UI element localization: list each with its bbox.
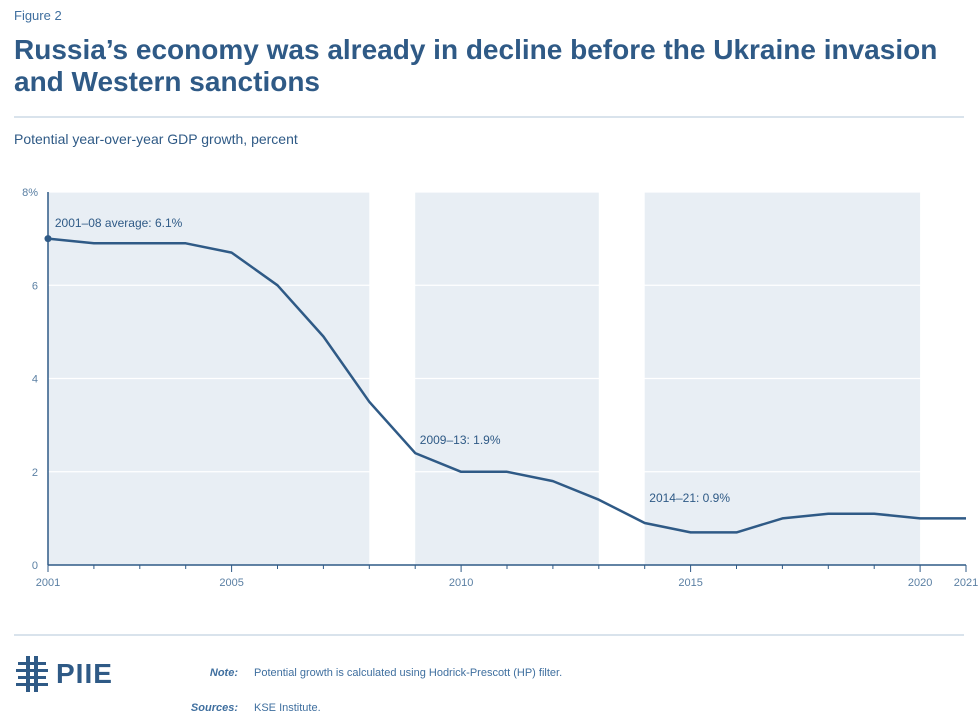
footer-divider [14,634,964,636]
series-lines [44,235,966,534]
piie-logo-icon [16,656,48,692]
annotations: 2001–08 average: 6.1% 2009–13: 1.9% 2014–2… [55,216,730,505]
annotation-1: 2001–08 average: 6.1% [55,216,183,230]
y-tick-label: 8% [22,187,38,199]
y-tick-label: 0 [32,560,38,572]
note-label: Note: [209,667,238,679]
x-tick-label: 2010 [449,577,473,589]
y-tick-label: 2 [32,467,38,479]
x-tick-label: 2020 [908,577,932,589]
piie-logo: PIIE [14,654,113,694]
x-tick-label: 2021 [954,577,978,589]
x-tick-label: 2001 [36,577,60,589]
chart-title: Russia’s economy was already in decline … [14,34,938,97]
figure-label: Figure 2 [14,8,62,23]
data-point [44,235,52,243]
sources-text: KSE Institute. [254,702,321,714]
line-chart: 0 2 4 6 8% 2001 2005 2010 2015 2020 2021 2001–08 … [22,187,978,589]
chart-subtitle: Potential year-over-year GDP growth, per… [14,131,298,147]
note-text: Potential growth is calculated using Hod… [254,667,563,679]
x-tick-label: 2015 [678,577,702,589]
annotation-2: 2009–13: 1.9% [420,433,501,447]
logo-text: PIIE [56,658,113,689]
y-tick-label: 6 [32,280,38,292]
gridlines [48,191,966,473]
x-tick-label: 2005 [219,577,243,589]
x-tick-labels: 2001 2005 2010 2015 2020 2021 [36,577,978,589]
y-tick-labels: 0 2 4 6 8% [22,187,38,572]
title-divider [14,116,964,118]
sources-label: Sources: [190,702,238,714]
axes [47,192,967,572]
annotation-3: 2014–21: 0.9% [649,491,730,505]
series-line-1 [47,237,966,534]
y-tick-label: 4 [32,374,38,386]
